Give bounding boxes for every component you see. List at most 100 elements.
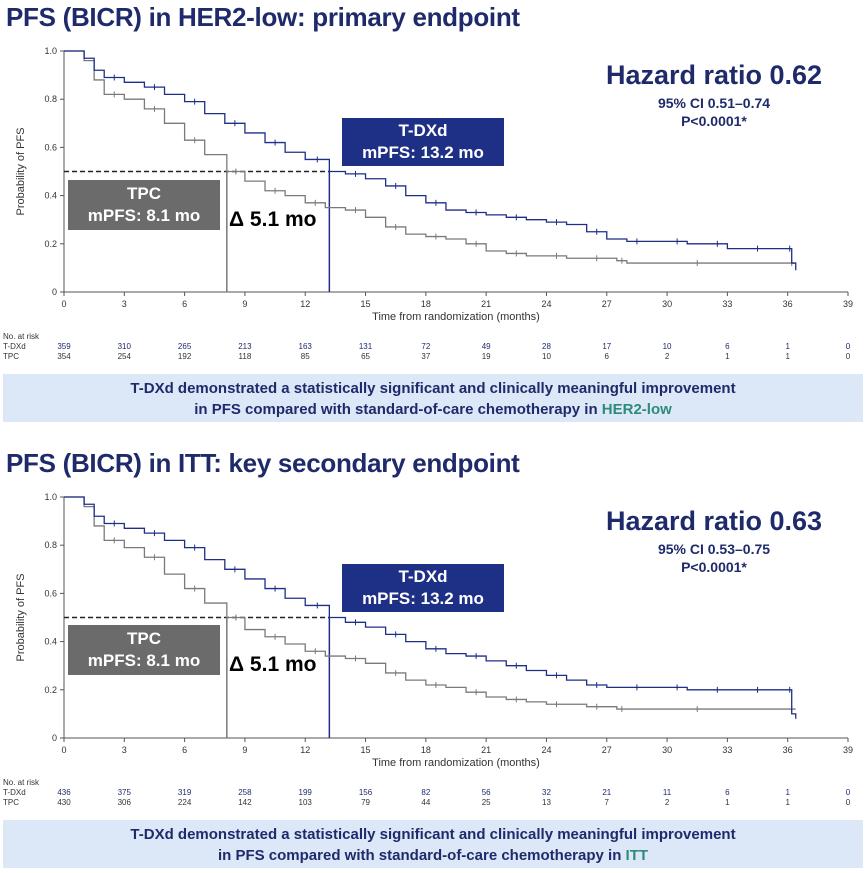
risk-value-tpc: 65 bbox=[361, 352, 370, 361]
risk-value-tpc: 37 bbox=[421, 352, 431, 361]
x-tick-label: 3 bbox=[122, 745, 127, 755]
x-tick-label: 0 bbox=[61, 745, 66, 755]
y-tick-label: 0.8 bbox=[44, 540, 57, 550]
y-tick-label: 0.4 bbox=[44, 191, 57, 201]
risk-value-tpc: 1 bbox=[725, 352, 730, 361]
x-tick-label: 30 bbox=[662, 745, 672, 755]
x-tick-label: 33 bbox=[722, 299, 732, 309]
risk-value-tdxd: 56 bbox=[481, 788, 491, 797]
conclusion-banner: T-DXd demonstrated a statistically signi… bbox=[3, 820, 863, 868]
tpc-median-box: TPC mPFS: 8.1 mo bbox=[68, 625, 220, 675]
y-tick-label: 0.2 bbox=[44, 685, 57, 695]
y-tick-label: 0 bbox=[52, 287, 57, 297]
x-axis-label: Time from randomization (months) bbox=[372, 311, 540, 323]
x-tick-label: 9 bbox=[242, 745, 247, 755]
y-axis-label: Probability of PFS bbox=[15, 573, 27, 661]
x-tick-label: 24 bbox=[541, 745, 551, 755]
risk-value-tpc: 354 bbox=[57, 352, 71, 361]
confidence-interval: 95% CI 0.51–0.74 bbox=[657, 95, 771, 111]
tdxd-box-median: mPFS: 13.2 mo bbox=[362, 143, 484, 162]
x-tick-label: 12 bbox=[300, 745, 310, 755]
risk-value-tdxd: 72 bbox=[421, 342, 431, 351]
risk-row-label-tpc: TPC bbox=[3, 798, 19, 807]
tdxd-box-label: T-DXd bbox=[398, 121, 448, 140]
risk-value-tdxd: 49 bbox=[481, 342, 491, 351]
x-tick-label: 6 bbox=[182, 745, 187, 755]
x-tick-label: 27 bbox=[602, 745, 612, 755]
risk-value-tpc: 13 bbox=[542, 798, 551, 807]
banner-line-2-text: in PFS compared with standard-of-care ch… bbox=[194, 401, 602, 418]
x-tick-label: 39 bbox=[843, 745, 853, 755]
risk-value-tdxd: 265 bbox=[177, 342, 192, 351]
x-axis-label: Time from randomization (months) bbox=[372, 757, 540, 769]
banner-highlight: ITT bbox=[625, 847, 649, 864]
risk-value-tdxd: 258 bbox=[238, 788, 252, 797]
risk-value-tdxd: 213 bbox=[238, 342, 252, 351]
hazard-ratio: Hazard ratio 0.63 bbox=[605, 506, 823, 536]
y-tick-label: 1.0 bbox=[44, 46, 57, 56]
risk-value-tpc: 430 bbox=[57, 798, 71, 807]
risk-value-tdxd: 28 bbox=[542, 342, 551, 351]
km-curve-t-dxd bbox=[64, 496, 797, 719]
tdxd-median-box: T-DXd mPFS: 13.2 mo bbox=[342, 564, 504, 612]
risk-value-tpc: 1 bbox=[785, 352, 790, 361]
y-tick-label: 0.6 bbox=[44, 142, 57, 152]
risk-value-tdxd: 131 bbox=[358, 342, 373, 351]
banner-line-2-text: in PFS compared with standard-of-care ch… bbox=[217, 847, 626, 864]
risk-value-tpc: 103 bbox=[298, 798, 312, 807]
risk-value-tdxd: 0 bbox=[845, 788, 851, 797]
risk-value-tdxd: 359 bbox=[57, 342, 71, 351]
risk-value-tdxd: 375 bbox=[117, 788, 131, 797]
p-value: P<0.0001* bbox=[681, 113, 747, 129]
risk-value-tdxd: 10 bbox=[662, 342, 672, 351]
risk-value-tpc: 254 bbox=[117, 352, 131, 361]
risk-value-tdxd: 199 bbox=[298, 788, 312, 797]
risk-value-tpc: 1 bbox=[785, 798, 790, 807]
tpc-box-median: mPFS: 8.1 mo bbox=[87, 206, 201, 225]
risk-value-tdxd: 6 bbox=[725, 342, 730, 351]
risk-value-tpc: 118 bbox=[238, 352, 252, 361]
risk-value-tdxd: 21 bbox=[602, 788, 612, 797]
x-tick-label: 21 bbox=[481, 299, 491, 309]
x-tick-label: 18 bbox=[421, 299, 431, 309]
risk-value-tpc: 142 bbox=[238, 798, 252, 807]
hazard-ratio: Hazard ratio 0.62 bbox=[605, 60, 823, 90]
tdxd-box-label: T-DXd bbox=[398, 567, 448, 586]
banner-line-2: in PFS compared with standard-of-care ch… bbox=[3, 399, 863, 420]
x-tick-label: 36 bbox=[783, 299, 793, 309]
risk-value-tpc: 25 bbox=[481, 798, 491, 807]
risk-value-tdxd: 319 bbox=[177, 788, 192, 797]
banner-line-1: T-DXd demonstrated a statistically signi… bbox=[130, 380, 736, 397]
conclusion-banner: T-DXd demonstrated a statistically signi… bbox=[3, 374, 863, 422]
y-tick-label: 0.8 bbox=[44, 94, 57, 104]
delta-median-label: Δ 5.1 mo bbox=[229, 208, 317, 231]
tpc-box-median: mPFS: 8.1 mo bbox=[87, 651, 201, 670]
risk-value-tpc: 2 bbox=[664, 798, 670, 807]
risk-value-tdxd: 1 bbox=[785, 788, 790, 797]
risk-value-tpc: 6 bbox=[604, 352, 609, 361]
risk-table-header: No. at risk bbox=[3, 332, 40, 341]
banner-line-1: T-DXd demonstrated a statistically signi… bbox=[130, 826, 736, 843]
risk-value-tpc: 306 bbox=[117, 798, 131, 807]
tpc-box-label: TPC bbox=[127, 629, 161, 648]
x-tick-label: 6 bbox=[182, 299, 187, 309]
risk-value-tpc: 192 bbox=[177, 352, 192, 361]
risk-value-tpc: 19 bbox=[481, 352, 491, 361]
x-tick-label: 27 bbox=[602, 299, 612, 309]
banner-highlight: HER2-low bbox=[601, 401, 672, 418]
x-tick-label: 36 bbox=[783, 745, 793, 755]
risk-value-tpc: 0 bbox=[845, 352, 851, 361]
x-tick-label: 15 bbox=[361, 299, 371, 309]
x-tick-label: 24 bbox=[541, 299, 551, 309]
risk-value-tpc: 224 bbox=[177, 798, 192, 807]
panel-title: PFS (BICR) in ITT: key secondary endpoin… bbox=[6, 448, 520, 478]
x-tick-label: 9 bbox=[242, 299, 247, 309]
tpc-box-label: TPC bbox=[127, 184, 161, 203]
km-curve-t-dxd bbox=[64, 50, 797, 271]
x-tick-label: 30 bbox=[662, 299, 672, 309]
x-tick-label: 0 bbox=[61, 299, 66, 309]
risk-value-tpc: 0 bbox=[845, 798, 851, 807]
risk-value-tpc: 85 bbox=[300, 352, 310, 361]
risk-value-tpc: 10 bbox=[542, 352, 551, 361]
risk-value-tdxd: 6 bbox=[725, 788, 730, 797]
